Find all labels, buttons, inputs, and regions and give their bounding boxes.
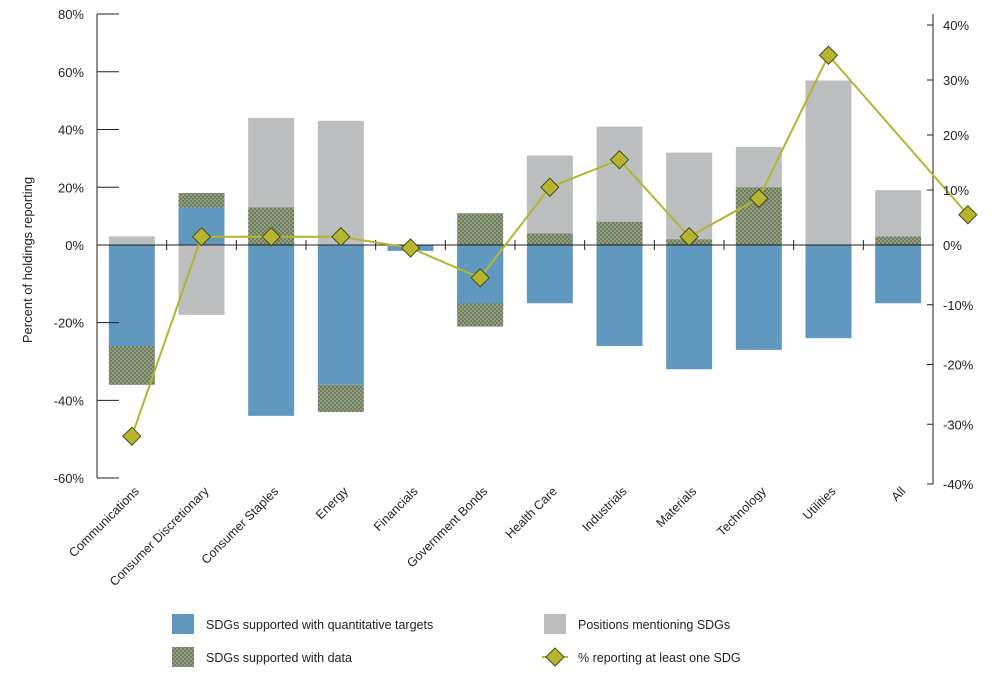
line-marker <box>191 227 212 247</box>
bar-quantitative-utilities <box>805 245 852 339</box>
left-tick-label: 60% <box>58 65 84 80</box>
left-tick-label: -20% <box>54 316 85 331</box>
legend: SDGs supported with quantitative targets… <box>172 614 741 667</box>
legend-swatch-data <box>172 647 194 667</box>
bar-quantitative-technology <box>735 245 782 350</box>
line-reporting-one-sdg <box>130 53 969 437</box>
bar-mentioning-materials <box>666 152 713 240</box>
axes-layer <box>96 13 934 485</box>
legend-swatch-quantitative <box>172 614 194 634</box>
line-layer <box>122 45 978 446</box>
bar-mentioning-utilities <box>805 80 852 245</box>
right-tick-label: 0% <box>943 238 962 253</box>
category-label: Energy <box>313 484 351 522</box>
line-marker <box>470 268 490 288</box>
category-label: Consumer Staples <box>199 484 282 567</box>
category-label: Health Care <box>503 484 560 541</box>
legend-label: SDGs supported with quantitative targets <box>206 618 433 632</box>
right-tick-label: -30% <box>943 417 974 432</box>
bar-mentioning-consumer-staples <box>248 117 295 208</box>
line-marker <box>400 238 421 258</box>
bar-quantitative-industrials <box>596 245 643 346</box>
right-tick-label: 20% <box>943 128 969 143</box>
line-marker <box>958 205 978 225</box>
legend-swatch-mentioning <box>544 614 566 634</box>
right-tick-label: 10% <box>943 183 969 198</box>
right-tick-label: -20% <box>943 358 974 373</box>
category-label: Technology <box>714 484 769 539</box>
legend-item-line: % reporting at least one SDG <box>542 647 741 667</box>
right-tick-label: 30% <box>943 73 969 88</box>
legend-item-data: SDGs supported with data <box>172 647 352 667</box>
legend-item-quant: SDGs supported with quantitative targets <box>172 614 433 634</box>
line-marker <box>331 227 351 247</box>
left-tick-label: 80% <box>58 7 84 22</box>
line-marker <box>609 150 630 170</box>
bar-data-consumer-discretionary <box>178 193 225 208</box>
bar-data-government-bonds <box>457 213 504 245</box>
category-label: Materials <box>654 484 700 530</box>
bar-mentioning-communications <box>108 236 155 245</box>
line-marker <box>540 177 560 197</box>
bar-quantitative-communications <box>108 245 155 346</box>
line-marker <box>122 426 142 446</box>
right-tick-label: 40% <box>943 18 969 33</box>
bar-data-health-care <box>526 233 573 245</box>
category-label: Industrials <box>579 484 629 534</box>
right-tick-label: -10% <box>943 298 974 313</box>
category-label: Utilities <box>800 484 838 522</box>
bar-mentioning-all <box>875 190 922 237</box>
left-tick-label: 20% <box>58 180 84 195</box>
bar-quantitative-all <box>875 245 922 304</box>
category-label: All <box>889 484 909 504</box>
bar-mentioning-industrials <box>596 126 643 222</box>
legend-label: SDGs supported with data <box>206 651 352 665</box>
bar-quantitative-health-care <box>526 245 573 304</box>
right-tick-label: -40% <box>943 477 974 492</box>
bar-data-industrials <box>596 221 643 245</box>
legend-label: Positions mentioning SDGs <box>578 618 730 632</box>
bar-data-all <box>875 236 922 245</box>
legend-diamond <box>545 647 565 667</box>
bar-data-energy <box>317 384 364 412</box>
bar-data-communications <box>108 345 155 385</box>
y-axis-title: Percent of holdings reporting <box>20 177 35 343</box>
line-marker <box>749 188 769 208</box>
bar-data-government-bonds-lower <box>457 303 504 327</box>
left-tick-label: 40% <box>58 123 84 138</box>
line-marker <box>261 227 281 247</box>
category-label: Financials <box>371 484 421 534</box>
left-tick-label: 0% <box>65 238 84 253</box>
line-marker <box>679 227 699 247</box>
line-marker <box>818 45 839 65</box>
bar-quantitative-materials <box>666 245 713 370</box>
left-tick-label: -60% <box>54 471 85 486</box>
bar-quantitative-consumer-staples <box>248 245 295 416</box>
bar-mentioning-energy <box>317 120 364 245</box>
legend-label: % reporting at least one SDG <box>578 651 741 665</box>
legend-item-mention: Positions mentioning SDGs <box>544 614 730 634</box>
bar-quantitative-energy <box>317 245 364 385</box>
left-tick-label: -40% <box>54 393 85 408</box>
category-label: Communications <box>66 484 142 560</box>
